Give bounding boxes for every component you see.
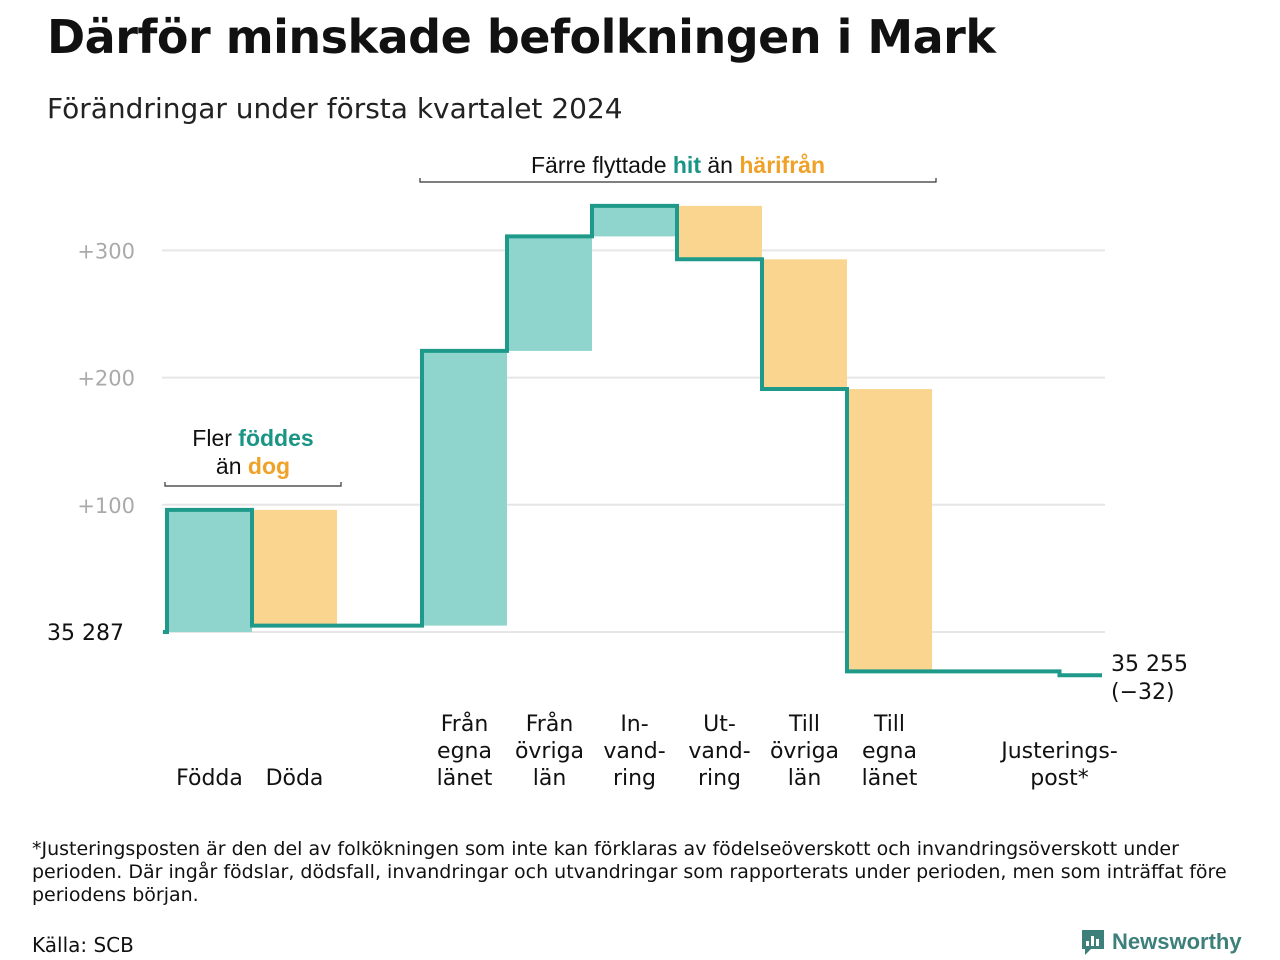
- increase-bar: [507, 236, 592, 351]
- annotation-bracket: [164, 482, 342, 487]
- category-label: In-: [620, 712, 648, 737]
- category-label: vand-: [603, 739, 665, 764]
- annotation-segment: än: [216, 453, 248, 479]
- page-title: Därför minskade befolkningen i Mark: [47, 10, 996, 64]
- grid-layer: +100 +200 +300: [77, 239, 1105, 633]
- increase-bar: [422, 350, 507, 626]
- footnote: *Justeringsposten är den del av folkökni…: [32, 838, 1227, 906]
- category-label: övriga: [770, 739, 839, 764]
- category-label: län: [533, 766, 567, 791]
- end-change-label: (−32): [1111, 680, 1175, 705]
- decrease-bar: [762, 259, 847, 390]
- decrease-bar: [252, 509, 337, 626]
- source-note: Källa: SCB: [32, 933, 134, 957]
- category-label: ring: [698, 766, 741, 791]
- annotation-segment: Färre flyttade: [531, 152, 673, 178]
- annotation-text: än dog: [216, 453, 290, 479]
- line-layer: [163, 203, 1102, 678]
- category-label: Ut-: [703, 712, 736, 737]
- y-tick-label: +200: [77, 367, 135, 391]
- page-subtitle: Förändringar under första kvartalet 2024: [47, 92, 623, 125]
- category-label: länet: [437, 766, 493, 791]
- increase-bar: [592, 205, 677, 237]
- category-label: Från: [441, 711, 489, 737]
- category-label: ring: [613, 766, 656, 791]
- cumulative-step-line: [163, 203, 1102, 678]
- annotation-segment: härifrån: [739, 152, 825, 178]
- start-value-label: 35 287: [47, 621, 124, 646]
- decrease-bar: [677, 205, 762, 260]
- end-value-label: 35 255: [1111, 652, 1188, 677]
- annotation-text: Fler föddes: [192, 425, 313, 451]
- brand-name: Newsworthy: [1112, 929, 1242, 954]
- category-label: Justerings-: [999, 739, 1118, 764]
- category-label: Till: [873, 712, 905, 737]
- annotation-bracket: [419, 178, 937, 183]
- category-label: egna: [437, 739, 492, 764]
- bar-chart-speech-bubble-icon: [1082, 930, 1104, 955]
- y-tick-label: +100: [77, 494, 135, 518]
- category-label: länet: [862, 766, 918, 791]
- category-label: län: [788, 766, 822, 791]
- category-label: Till: [788, 712, 820, 737]
- annotation-segment: än: [701, 152, 739, 178]
- category-label: Döda: [266, 766, 324, 791]
- category-label: egna: [862, 739, 917, 764]
- annotation-segment: dog: [248, 453, 290, 479]
- annotation-segment: Fler: [192, 425, 238, 451]
- brand-logo: Newsworthy: [1080, 928, 1242, 956]
- category-label: Födda: [176, 766, 243, 791]
- bar-layer: [167, 205, 932, 672]
- increase-bar: [167, 509, 252, 632]
- annotation-segment: hit: [673, 152, 701, 178]
- annotation-segment: föddes: [238, 425, 313, 451]
- waterfall-chart: +100 +200 +300 35 287 35 255 (−32) Födda Döda F…: [47, 152, 1188, 791]
- category-label: Från: [526, 711, 574, 737]
- category-label: vand-: [688, 739, 750, 764]
- y-tick-label: +300: [77, 239, 135, 263]
- annotation-text: Färre flyttade hit än härifrån: [531, 152, 825, 178]
- category-label: post*: [1030, 766, 1089, 791]
- category-label: övriga: [515, 739, 584, 764]
- decrease-bar: [847, 389, 932, 672]
